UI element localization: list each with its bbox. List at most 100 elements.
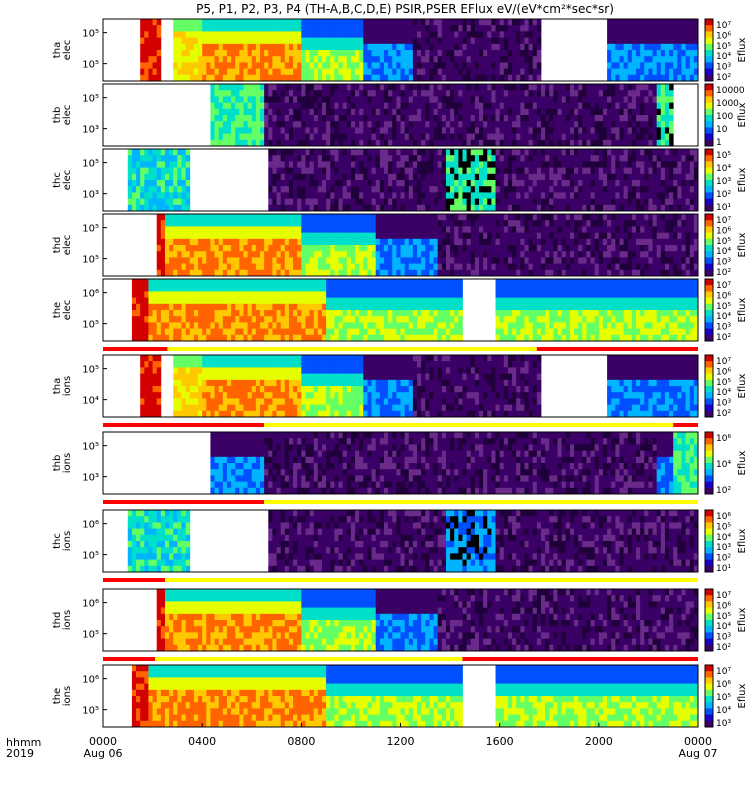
heatmap-cell xyxy=(578,168,583,175)
heatmap-cell xyxy=(177,279,182,286)
heatmap-cell xyxy=(285,121,290,128)
heatmap-cell xyxy=(405,103,410,110)
heatmap-cell xyxy=(210,38,215,45)
heatmap-cell xyxy=(421,75,426,82)
heatmap-cell xyxy=(177,31,182,38)
heatmap-cell xyxy=(578,192,583,199)
heatmap-cell xyxy=(347,50,352,57)
heatmap-cell xyxy=(558,149,563,156)
heatmap-cell xyxy=(268,192,273,199)
heatmap-cell xyxy=(619,103,624,110)
heatmap-cell xyxy=(586,96,591,103)
heatmap-cell xyxy=(648,257,653,264)
heatmap-cell xyxy=(140,50,145,57)
heatmap-cell xyxy=(529,264,534,271)
heatmap-cell xyxy=(219,69,224,76)
heatmap-cell xyxy=(153,205,158,212)
heatmap-cell xyxy=(351,38,356,45)
heatmap-cell xyxy=(301,69,306,76)
heatmap-cell xyxy=(677,75,682,82)
heatmap-cell xyxy=(681,69,686,76)
heatmap-cell xyxy=(632,214,637,221)
heatmap-cell xyxy=(690,50,695,57)
heatmap-cell xyxy=(632,257,637,264)
heatmap-cell xyxy=(512,174,517,181)
heatmap-cell xyxy=(343,31,348,38)
heatmap-cell xyxy=(537,214,542,221)
heatmap-cell xyxy=(644,56,649,63)
heatmap-cell xyxy=(264,50,269,57)
heatmap-cell xyxy=(421,251,426,258)
heatmap-cell xyxy=(326,220,331,227)
heatmap-cell xyxy=(277,161,282,168)
heatmap-cell xyxy=(326,270,331,277)
heatmap-cell xyxy=(289,115,294,122)
heatmap-cell xyxy=(182,180,187,187)
heatmap-cell xyxy=(657,121,662,128)
heatmap-cell xyxy=(483,56,488,63)
heatmap-cell xyxy=(566,205,571,212)
heatmap-cell xyxy=(144,298,149,305)
heatmap-cell xyxy=(434,220,439,227)
heatmap-cell xyxy=(619,127,624,134)
heatmap-cell xyxy=(413,44,418,51)
heatmap-cell xyxy=(462,214,467,221)
heatmap-cell xyxy=(210,90,215,97)
heatmap-cell xyxy=(314,239,319,246)
heatmap-cell xyxy=(462,50,467,57)
heatmap-cell xyxy=(173,279,178,286)
heatmap-cell xyxy=(334,186,339,193)
ytick-label: 10³ xyxy=(82,125,99,136)
heatmap-cell xyxy=(640,90,645,97)
heatmap-cell xyxy=(653,270,658,277)
heatmap-cell xyxy=(450,214,455,221)
heatmap-cell xyxy=(570,140,575,147)
heatmap-cell xyxy=(260,31,265,38)
heatmap-cell xyxy=(392,199,397,206)
heatmap-cell xyxy=(487,140,492,147)
heatmap-cell xyxy=(504,62,509,69)
heatmap-cell xyxy=(644,205,649,212)
heatmap-cell xyxy=(161,226,166,233)
heatmap-cell xyxy=(512,205,517,212)
heatmap-cell xyxy=(619,121,624,128)
heatmap-cell xyxy=(619,220,624,227)
heatmap-cell xyxy=(653,168,658,175)
heatmap-cell xyxy=(272,149,277,156)
heatmap-cell xyxy=(339,62,344,69)
heatmap-cell xyxy=(405,69,410,76)
heatmap-cell xyxy=(243,127,248,134)
heatmap-cell xyxy=(504,180,509,187)
heatmap-cell xyxy=(140,291,145,298)
heatmap-cell xyxy=(173,56,178,63)
heatmap-cell xyxy=(314,19,319,26)
heatmap-cell xyxy=(607,31,612,38)
heatmap-cell xyxy=(640,239,645,246)
heatmap-cell xyxy=(524,134,529,141)
heatmap-cell xyxy=(673,38,678,45)
heatmap-cell xyxy=(462,96,467,103)
heatmap-cell xyxy=(376,239,381,246)
heatmap-cell xyxy=(570,168,575,175)
heatmap-cell xyxy=(210,264,215,271)
heatmap-cell xyxy=(603,192,608,199)
heatmap-cell xyxy=(409,180,414,187)
heatmap-cell xyxy=(644,180,649,187)
heatmap-cell xyxy=(677,239,682,246)
heatmap-cell xyxy=(574,257,579,264)
heatmap-cell xyxy=(665,90,670,97)
heatmap-cell xyxy=(268,115,273,122)
heatmap-cell xyxy=(409,214,414,221)
heatmap-cell xyxy=(628,233,633,240)
heatmap-cell xyxy=(243,245,248,252)
heatmap-cell xyxy=(161,264,166,271)
heatmap-cell xyxy=(541,161,546,168)
heatmap-cell xyxy=(235,220,240,227)
heatmap-cell xyxy=(504,75,509,82)
heatmap-cell xyxy=(380,233,385,240)
heatmap-cell xyxy=(132,155,137,162)
heatmap-cell xyxy=(673,19,678,26)
heatmap-cell xyxy=(339,155,344,162)
heatmap-cell xyxy=(661,226,666,233)
heatmap-cell xyxy=(475,38,480,45)
